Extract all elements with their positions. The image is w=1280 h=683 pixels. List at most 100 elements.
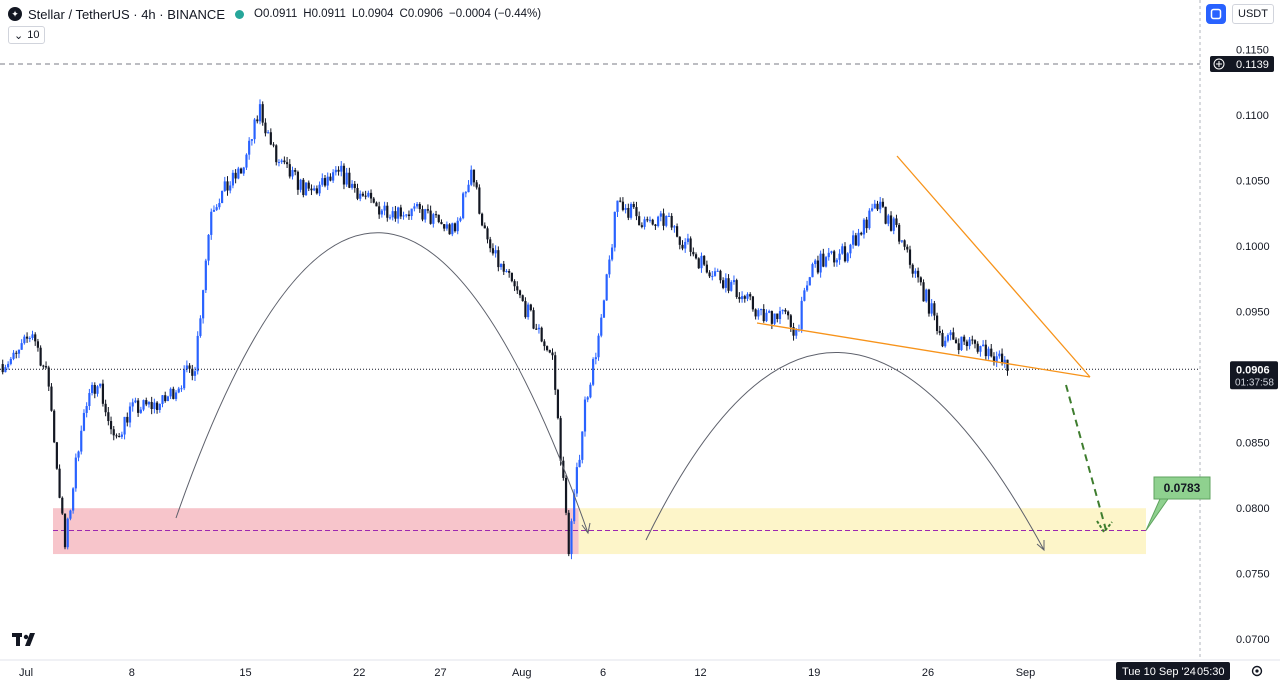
- candle-body: [250, 139, 253, 141]
- candle-body: [169, 388, 172, 397]
- candle-body: [705, 264, 708, 273]
- candle-body: [55, 442, 58, 469]
- candle-body: [242, 167, 245, 174]
- candle-body: [892, 218, 895, 231]
- candle-body: [575, 467, 578, 494]
- candle-body: [383, 205, 386, 211]
- candle-body: [594, 357, 597, 360]
- settings-icon[interactable]: [1206, 4, 1226, 24]
- candle-body: [191, 368, 194, 376]
- candle-body: [158, 403, 161, 410]
- candle-body: [727, 278, 730, 291]
- candle-body: [7, 363, 10, 368]
- candle-body: [694, 254, 698, 259]
- candle-body: [629, 204, 633, 218]
- candle-body: [589, 384, 592, 398]
- candle-body: [535, 328, 538, 330]
- candle-body: [876, 203, 879, 210]
- candle-body: [952, 332, 955, 340]
- candle-body: [759, 308, 763, 311]
- arc-2-arrow: [1036, 540, 1045, 552]
- candle-body: [20, 343, 23, 350]
- candle-body: [976, 343, 979, 352]
- candle-body: [361, 193, 365, 196]
- candle-body: [356, 188, 359, 199]
- candle-body: [277, 162, 281, 164]
- candle-body: [884, 206, 887, 224]
- candle-body: [196, 335, 199, 372]
- candle-body: [957, 343, 960, 351]
- candle-body: [843, 246, 847, 262]
- symbol-title[interactable]: Stellar / TetherUS · 4h · BINANCE: [28, 6, 225, 22]
- currency-selector[interactable]: USDT: [1232, 4, 1274, 24]
- candle-body: [475, 182, 478, 188]
- candle-body: [900, 240, 903, 242]
- candle-body: [313, 188, 316, 191]
- low-value: 0.0904: [358, 8, 394, 20]
- candle-body: [126, 416, 129, 423]
- candle-body: [838, 253, 841, 260]
- candle-body: [58, 468, 61, 498]
- candle-body: [765, 312, 768, 322]
- y-tick-label: 0.1000: [1236, 241, 1270, 253]
- candle-body: [805, 285, 809, 291]
- candle-body: [778, 311, 782, 320]
- candle-body: [180, 388, 183, 390]
- candle-body: [397, 207, 400, 219]
- candle-body: [296, 171, 300, 190]
- candle-body: [101, 383, 105, 404]
- candle-body: [464, 192, 467, 194]
- candle-body: [646, 219, 649, 221]
- candle-body: [973, 340, 977, 344]
- time-label: Tue 10 Sep '24: [1122, 666, 1196, 678]
- candle-body: [285, 162, 289, 165]
- candle-body: [684, 241, 687, 249]
- candle-body: [621, 201, 625, 210]
- indicator-toggle[interactable]: ⌄ 10: [8, 26, 46, 44]
- candle-body: [873, 203, 876, 209]
- candle-body: [857, 232, 860, 246]
- candle-body: [830, 251, 833, 253]
- y-tick-label: 0.1150: [1236, 45, 1269, 57]
- candle-body: [426, 209, 430, 211]
- candle-body: [394, 211, 397, 219]
- candle-body: [42, 365, 45, 367]
- candle-body: [74, 457, 77, 489]
- candle-body: [429, 210, 432, 224]
- candle-body: [556, 389, 560, 419]
- candle-body: [673, 226, 676, 228]
- candle-body: [155, 402, 159, 410]
- candle-body: [340, 165, 343, 172]
- candle-body: [803, 290, 806, 301]
- candle-body: [570, 521, 573, 555]
- candle-body: [17, 349, 21, 354]
- candle-body: [451, 223, 454, 235]
- y-tick-label: 0.1100: [1236, 110, 1269, 122]
- x-tick-label: 6: [600, 667, 606, 679]
- candle-body: [499, 263, 503, 268]
- candle-body: [524, 301, 527, 318]
- candle-body: [332, 172, 335, 181]
- candle-body: [849, 244, 852, 254]
- candle-body: [164, 395, 167, 402]
- candle-body: [307, 182, 310, 189]
- candle-body: [90, 384, 94, 394]
- candle-body: [982, 344, 985, 347]
- candle-body: [237, 168, 240, 179]
- candle-body: [592, 359, 595, 385]
- candle-body: [421, 209, 424, 220]
- candle-body: [946, 335, 950, 341]
- gear-icon[interactable]: [1250, 664, 1264, 678]
- candle-body: [608, 259, 611, 275]
- candle-body: [605, 274, 608, 301]
- candle-body: [949, 332, 952, 336]
- candle-body: [166, 396, 170, 402]
- candle-body: [562, 460, 565, 478]
- last-price-badge: [1230, 361, 1278, 390]
- candle-body: [740, 296, 744, 300]
- arc-2: [645, 352, 1045, 551]
- candle-body: [846, 253, 849, 262]
- candle-body: [870, 208, 874, 211]
